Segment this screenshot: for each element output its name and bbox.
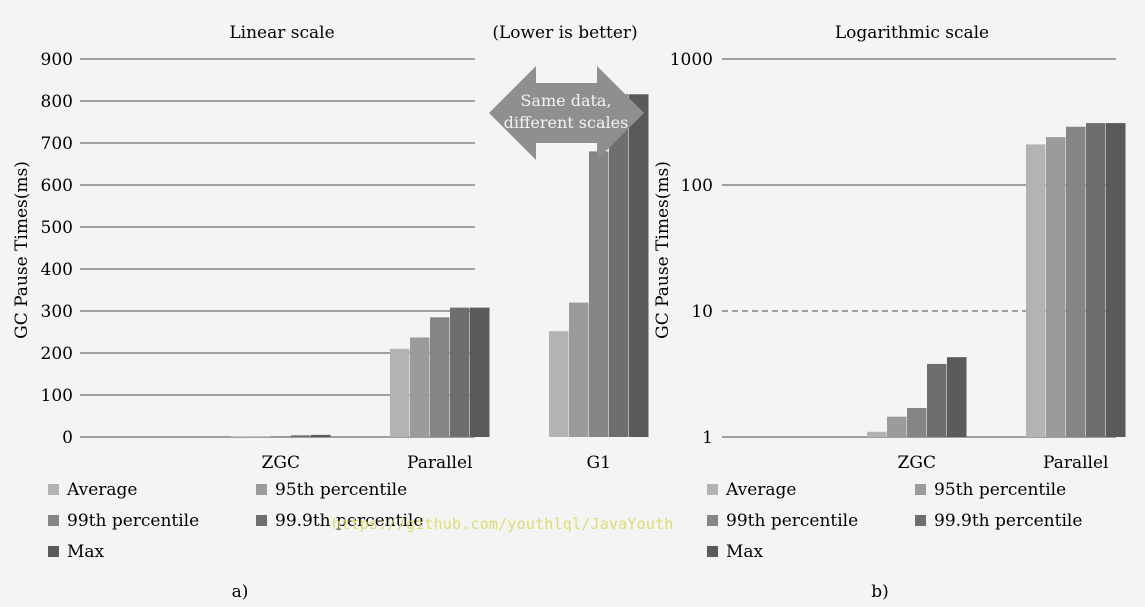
legend-swatch: [48, 515, 59, 526]
y-tick-label: 200: [41, 344, 73, 364]
y-tick-label: 800: [41, 92, 73, 112]
y-tick-label: 400: [41, 260, 73, 280]
legend-label: 95th percentile: [275, 480, 407, 500]
bar-99th-percentile: [1066, 126, 1086, 437]
legend-label: Max: [67, 542, 105, 562]
y-tick-label: 10: [691, 302, 713, 322]
x-category-label: G1: [587, 453, 611, 473]
bar-max: [311, 434, 331, 437]
legend-label: 99th percentile: [67, 511, 199, 531]
legend-swatch: [48, 546, 59, 557]
bar-max: [1106, 123, 1126, 437]
x-category-label: Parallel: [1043, 453, 1108, 473]
arrow-label-line2: different scales: [504, 113, 629, 132]
bar-99-9th-percentile: [291, 435, 311, 437]
log-chart-panel: Logarithmic scale 1 10 100 1000 GC Pause Time…: [653, 23, 1126, 602]
bar-95th-percentile: [569, 302, 589, 437]
legend-label: Average: [725, 480, 796, 500]
y-tick-label: 500: [41, 218, 73, 238]
x-category-label: Parallel: [407, 453, 472, 473]
y-axis-label: GC Pause Times(ms): [12, 161, 32, 339]
legend-swatch: [707, 546, 718, 557]
legend-swatch: [256, 515, 267, 526]
chart-title: Logarithmic scale: [835, 23, 989, 43]
legend-label: 99.9th percentile: [934, 511, 1082, 531]
panel-label: a): [232, 582, 249, 602]
legend-swatch: [915, 515, 926, 526]
y-axis-label: GC Pause Times(ms): [653, 161, 673, 339]
bar-max: [947, 357, 967, 437]
legend-swatch: [707, 484, 718, 495]
legend-swatch: [915, 484, 926, 495]
panel-label: b): [871, 582, 889, 602]
y-tick-label: 300: [41, 302, 73, 322]
y-tick-label: 0: [62, 428, 73, 448]
center-note: (Lower is better) Same data, different s…: [489, 23, 644, 160]
legend-label: 95th percentile: [934, 480, 1066, 500]
legend-swatch: [48, 484, 59, 495]
bar-99-9th-percentile: [927, 363, 947, 437]
legend-label: 99th percentile: [726, 511, 858, 531]
y-tick-label: 700: [41, 134, 73, 154]
lower-is-better-label: (Lower is better): [492, 23, 637, 43]
y-tick-label: 1000: [670, 50, 713, 70]
double-arrow-icon: [489, 66, 644, 160]
bar-average: [1026, 144, 1046, 437]
bar-99th-percentile: [907, 407, 927, 437]
x-category-label: ZGC: [262, 453, 300, 473]
bar-average: [549, 331, 569, 437]
y-tick-label: 600: [41, 176, 73, 196]
y-tick-label: 1: [702, 428, 713, 448]
bar-max: [629, 94, 649, 437]
bar-95th-percentile: [1046, 137, 1066, 437]
legend-label: 99.9th percentile: [275, 511, 423, 531]
legend-label: Average: [66, 480, 137, 500]
arrow-label-line1: Same data,: [520, 91, 611, 110]
bar-99th-percentile: [589, 151, 609, 437]
y-tick-label: 100: [681, 176, 713, 196]
watermark-url: https://github.com/youthlql/JavaYouth: [332, 515, 674, 533]
y-tick-label: 100: [41, 386, 73, 406]
bar-95th-percentile: [887, 416, 907, 437]
bar-99-9th-percentile: [1086, 123, 1106, 437]
x-category-label: ZGC: [898, 453, 936, 473]
bar-99th-percentile: [271, 436, 291, 437]
bar-average: [867, 431, 887, 437]
bar-max: [470, 307, 490, 437]
y-tick-label: 900: [41, 50, 73, 70]
bar-99-9th-percentile: [609, 94, 629, 437]
bar-95th-percentile: [410, 337, 430, 437]
chart-title: Linear scale: [229, 23, 334, 43]
bar-average: [390, 348, 410, 437]
legend-swatch: [707, 515, 718, 526]
bar-99-9th-percentile: [450, 307, 470, 437]
legend-label: Max: [726, 542, 764, 562]
bar-99th-percentile: [430, 317, 450, 437]
linear-chart-panel: Linear scale 0 100 200 300 400 500 600 700 800 900…: [12, 23, 649, 602]
legend-swatch: [256, 484, 267, 495]
